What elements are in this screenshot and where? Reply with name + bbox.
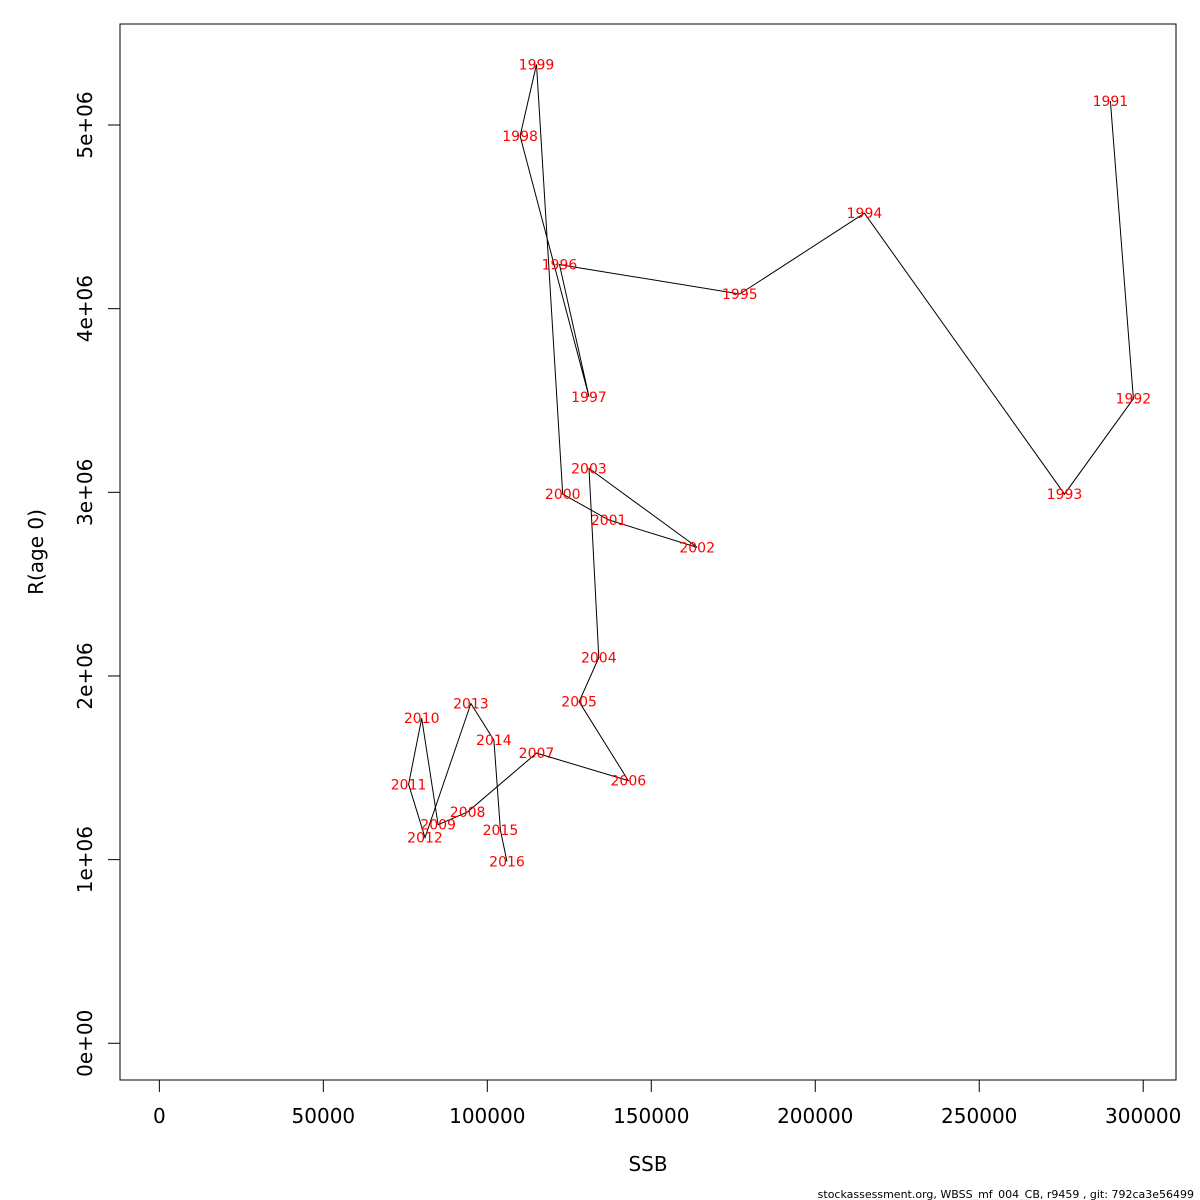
point-label-2001: 2001: [591, 513, 627, 529]
y-tick-label: 4e+06: [73, 275, 97, 342]
y-axis-label: R(age 0): [24, 509, 48, 595]
point-label-1999: 1999: [519, 57, 555, 73]
point-label-1994: 1994: [847, 206, 883, 222]
y-tick-label: 0e+00: [73, 1010, 97, 1077]
footer-text: stockassessment.org, WBSS_mf_004_CB, r94…: [818, 1188, 1194, 1200]
point-label-1992: 1992: [1116, 392, 1152, 408]
y-tick-label: 1e+06: [73, 826, 97, 893]
point-label-1996: 1996: [542, 258, 578, 274]
point-label-1995: 1995: [722, 287, 758, 303]
point-label-2009: 2009: [420, 818, 456, 834]
point-label-2007: 2007: [519, 746, 555, 762]
point-label-2005: 2005: [561, 695, 597, 711]
point-label-1998: 1998: [502, 129, 538, 145]
point-label-2006: 2006: [611, 774, 647, 790]
point-label-2008: 2008: [450, 805, 486, 821]
x-tick-label: 100000: [449, 1104, 525, 1128]
y-axis: 0e+00 1e+06 2e+06 3e+06 4e+06 5e+06: [73, 91, 121, 1077]
point-label-2016: 2016: [489, 854, 525, 870]
point-label-2014: 2014: [476, 733, 512, 749]
x-axis-label: SSB: [628, 1152, 667, 1176]
point-label-2015: 2015: [483, 823, 519, 839]
point-label-2003: 2003: [571, 461, 607, 477]
point-labels: 1991 1992 1993 1994 1995 1996 1997 1998 1999 2000…: [391, 57, 1151, 870]
x-tick-label: 200000: [777, 1104, 853, 1128]
point-label-1993: 1993: [1047, 487, 1083, 503]
point-label-2011: 2011: [391, 777, 427, 793]
point-label-2004: 2004: [581, 651, 617, 667]
x-tick-label: 300000: [1105, 1104, 1181, 1128]
point-label-2010: 2010: [404, 711, 440, 727]
y-tick-label: 5e+06: [73, 91, 97, 158]
x-tick-label: 250000: [941, 1104, 1017, 1128]
point-label-2002: 2002: [679, 540, 715, 556]
x-tick-label: 150000: [613, 1104, 689, 1128]
point-label-1991: 1991: [1093, 94, 1129, 110]
y-tick-label: 3e+06: [73, 459, 97, 526]
x-axis: 0 50000 100000 150000 200000 250000 300000: [153, 1079, 1181, 1128]
x-tick-label: 50000: [292, 1104, 356, 1128]
y-tick-label: 2e+06: [73, 642, 97, 709]
plot-frame: [119, 23, 1177, 1081]
point-label-2000: 2000: [545, 487, 581, 503]
point-label-2013: 2013: [453, 697, 489, 713]
point-label-1997: 1997: [571, 390, 607, 406]
point-label-2012: 2012: [407, 831, 443, 847]
series-line: [408, 64, 1134, 862]
x-tick-label: 0: [153, 1104, 166, 1128]
